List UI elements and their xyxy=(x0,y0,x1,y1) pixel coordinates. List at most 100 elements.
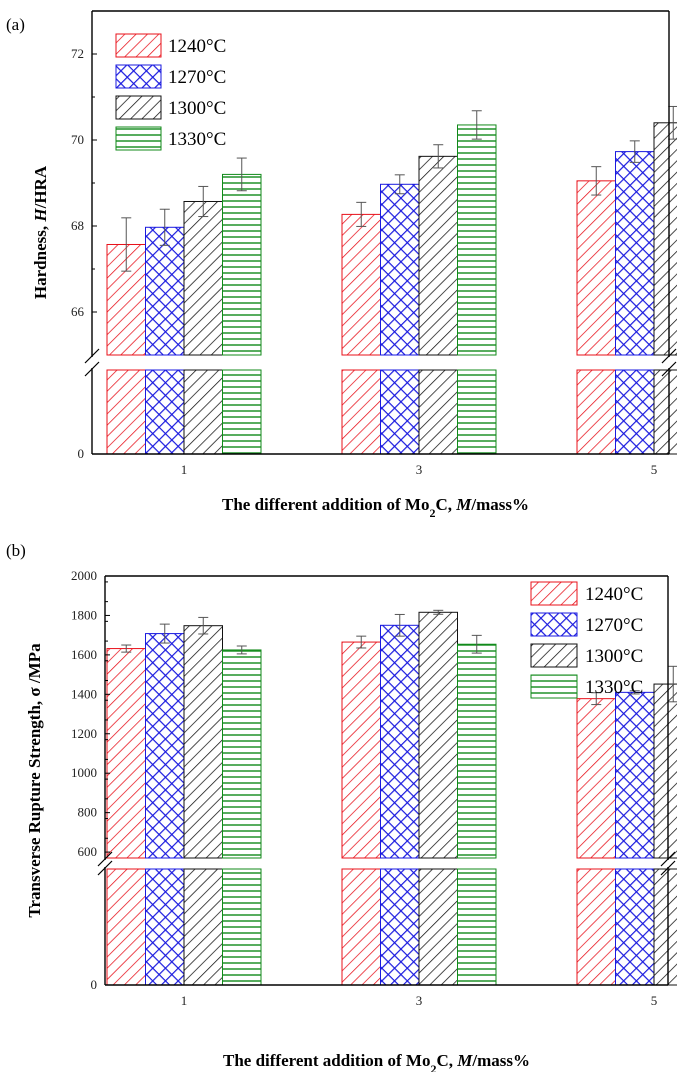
axis-break-mark xyxy=(661,361,677,377)
chart-panel-a: 66 68 70 72 0 1 3 5 (a) The different addition of… xyxy=(6,10,677,520)
x-axis-title: The different addition of Mo2C, M/mass% xyxy=(222,495,529,520)
bar-lower xyxy=(183,868,223,986)
bar-lower xyxy=(576,868,616,986)
y-tick-label: 66 xyxy=(71,304,85,319)
y-tick-label: 600 xyxy=(78,844,98,859)
legend-swatch xyxy=(115,64,162,89)
bar xyxy=(653,122,677,356)
bar xyxy=(145,633,185,859)
legend: 1240°C 1270°C 1300°C 1330°C xyxy=(530,581,643,699)
legend-swatch xyxy=(530,674,578,699)
y-tick-label: 800 xyxy=(78,805,98,820)
bar xyxy=(380,624,420,859)
bar-lower xyxy=(145,369,185,455)
legend-swatch xyxy=(115,33,162,58)
y-tick-label: 1400 xyxy=(71,686,97,701)
bar-lower xyxy=(222,868,262,986)
bar-lower xyxy=(380,868,420,986)
bar-lower xyxy=(457,868,497,986)
bar xyxy=(145,226,185,356)
bar-lower xyxy=(106,369,146,455)
y-tick-label: 1000 xyxy=(71,765,97,780)
y-tick-label: 72 xyxy=(71,46,84,61)
x-tick-label: 5 xyxy=(651,993,658,1008)
axis-break-mark xyxy=(661,348,677,364)
axis-break-gap xyxy=(99,859,674,868)
bar xyxy=(457,643,497,859)
legend-swatch xyxy=(530,643,578,668)
bar-lower xyxy=(418,868,458,986)
legend-label: 1300°C xyxy=(585,646,643,667)
axis-break-mark xyxy=(660,860,676,876)
axis-break-mark xyxy=(660,851,676,867)
bar-lower xyxy=(341,868,381,986)
panel-label: (b) xyxy=(6,541,26,560)
y-tick-label: 0 xyxy=(91,977,98,992)
legend-label: 1270°C xyxy=(585,615,643,636)
x-tick-label: 3 xyxy=(416,993,423,1008)
legend: 1240°C 1270°C 1300°C 1330°C xyxy=(115,33,226,151)
bar-lower xyxy=(576,369,616,455)
axis-break-gap xyxy=(86,356,675,369)
y-tick-label: 0 xyxy=(78,446,85,461)
bar-lower xyxy=(653,868,677,986)
bar xyxy=(341,213,381,356)
bar xyxy=(106,648,146,859)
legend-swatch xyxy=(530,581,578,606)
axis-break-mark xyxy=(84,361,100,377)
y-tick-label: 2000 xyxy=(71,568,97,583)
panel-label: (a) xyxy=(6,15,25,34)
bar xyxy=(380,183,420,356)
legend-label: 1330°C xyxy=(585,677,643,698)
bar xyxy=(183,200,223,356)
bar xyxy=(457,124,497,356)
bar xyxy=(341,641,381,859)
bar-lower xyxy=(183,369,223,455)
axis-break-mark xyxy=(84,348,100,364)
bar xyxy=(615,151,655,356)
bar xyxy=(222,649,262,859)
bar-lower xyxy=(341,369,381,455)
legend-label: 1300°C xyxy=(168,98,226,119)
legend-swatch xyxy=(530,612,578,637)
y-tick-label: 1800 xyxy=(71,607,97,622)
y-tick-label: 1600 xyxy=(71,647,97,662)
bar-lower xyxy=(106,868,146,986)
chart-panel-b: 600 800 1000 1200 1400 1600 1800 2000 0 1 3 5 (b) The… xyxy=(6,541,677,1072)
y-tick-label: 1200 xyxy=(71,726,97,741)
bar-lower xyxy=(615,369,655,455)
axis-break-mark xyxy=(97,851,113,867)
bar-lower xyxy=(145,868,185,986)
bar xyxy=(418,155,458,356)
legend-label: 1240°C xyxy=(585,584,643,605)
bar xyxy=(653,683,677,859)
bar xyxy=(183,625,223,859)
legend-swatch xyxy=(115,126,162,151)
y-axis-title: Transverse Rupture Strength, σ /MPa xyxy=(25,643,44,918)
bar-lower xyxy=(222,369,262,455)
bar-lower xyxy=(615,868,655,986)
x-axis-title: The different addition of Mo2C, M/mass% xyxy=(223,1051,530,1072)
y-tick-label: 70 xyxy=(71,132,84,147)
legend-label: 1240°C xyxy=(168,36,226,57)
x-tick-label: 1 xyxy=(181,993,188,1008)
bar xyxy=(418,611,458,859)
bar xyxy=(576,180,616,356)
bar-lower xyxy=(418,369,458,455)
y-axis-title: Hardness, H/HRA xyxy=(31,165,50,299)
bar xyxy=(222,173,262,356)
x-tick-label: 1 xyxy=(181,462,188,477)
bar-lower xyxy=(653,369,677,455)
bar-lower xyxy=(457,369,497,455)
bar xyxy=(615,691,655,859)
y-tick-label: 68 xyxy=(71,218,84,233)
x-tick-label: 3 xyxy=(416,462,423,477)
bar-lower xyxy=(380,369,420,455)
legend-label: 1270°C xyxy=(168,67,226,88)
legend-label: 1330°C xyxy=(168,129,226,150)
axis-break-mark xyxy=(97,860,113,876)
legend-swatch xyxy=(115,95,162,120)
x-tick-label: 5 xyxy=(651,462,658,477)
bar xyxy=(576,698,616,859)
